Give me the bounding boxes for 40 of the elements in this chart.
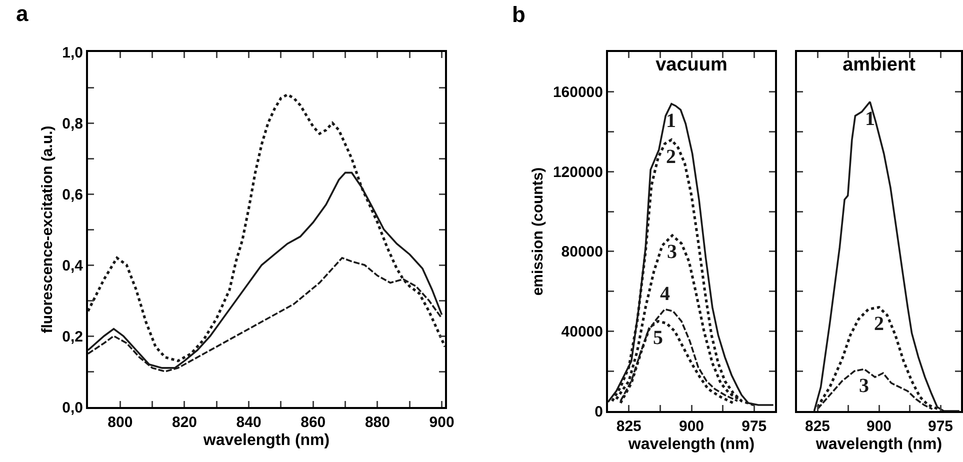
x-tick-label: 900 (678, 418, 704, 435)
y-tick-label: 120000 (552, 164, 603, 181)
series-label: 2 (666, 146, 676, 168)
y-tick-label: 0,4 (62, 257, 84, 274)
series-label: 2 (874, 313, 884, 335)
y-tick-label: 0,0 (62, 399, 83, 416)
y-tick-label: 1,0 (62, 44, 83, 62)
x-tick-label: 975 (742, 418, 767, 435)
y-tick-label: 0,2 (62, 328, 83, 346)
series-label: 1 (666, 110, 676, 132)
x-tick-label: 820 (172, 414, 198, 431)
x-tick-label: 800 (108, 414, 133, 431)
text: b (512, 2, 526, 27)
series-label: 3 (859, 375, 869, 397)
text: a (16, 1, 29, 26)
x-tick-label: 900 (866, 418, 892, 435)
x-tick-label: 975 (928, 418, 954, 435)
x-tick-label: 860 (300, 414, 326, 431)
chart-title: vacuum (656, 54, 728, 76)
y-tick-label: 80000 (561, 244, 603, 261)
y-tick-label: 0,6 (62, 186, 83, 204)
series-label: 4 (660, 283, 670, 305)
y-tick-label: 0,8 (62, 115, 83, 132)
x-tick-label: 825 (616, 418, 642, 435)
y-axis-title: emission (counts) (530, 167, 547, 296)
y-tick-label: 160000 (552, 84, 603, 102)
x-axis-title: wavelength (nm) (627, 436, 755, 454)
y-tick-label: 40000 (561, 323, 603, 340)
x-tick-label: 825 (804, 418, 830, 435)
x-axis-title: wavelength (nm) (814, 436, 942, 454)
x-tick-label: 900 (429, 414, 454, 431)
chart-title: ambient (842, 54, 916, 76)
series-label: 1 (865, 108, 875, 130)
x-tick-label: 840 (236, 414, 262, 431)
x-axis-title: wavelength (nm) (202, 432, 330, 450)
y-axis-title: fluorescence-excitation (a.u.) (38, 126, 56, 334)
y-tick-label: 0 (594, 403, 603, 420)
x-tick-label: 880 (364, 414, 390, 431)
series-label: 5 (653, 327, 663, 349)
series-label: 3 (667, 241, 677, 263)
